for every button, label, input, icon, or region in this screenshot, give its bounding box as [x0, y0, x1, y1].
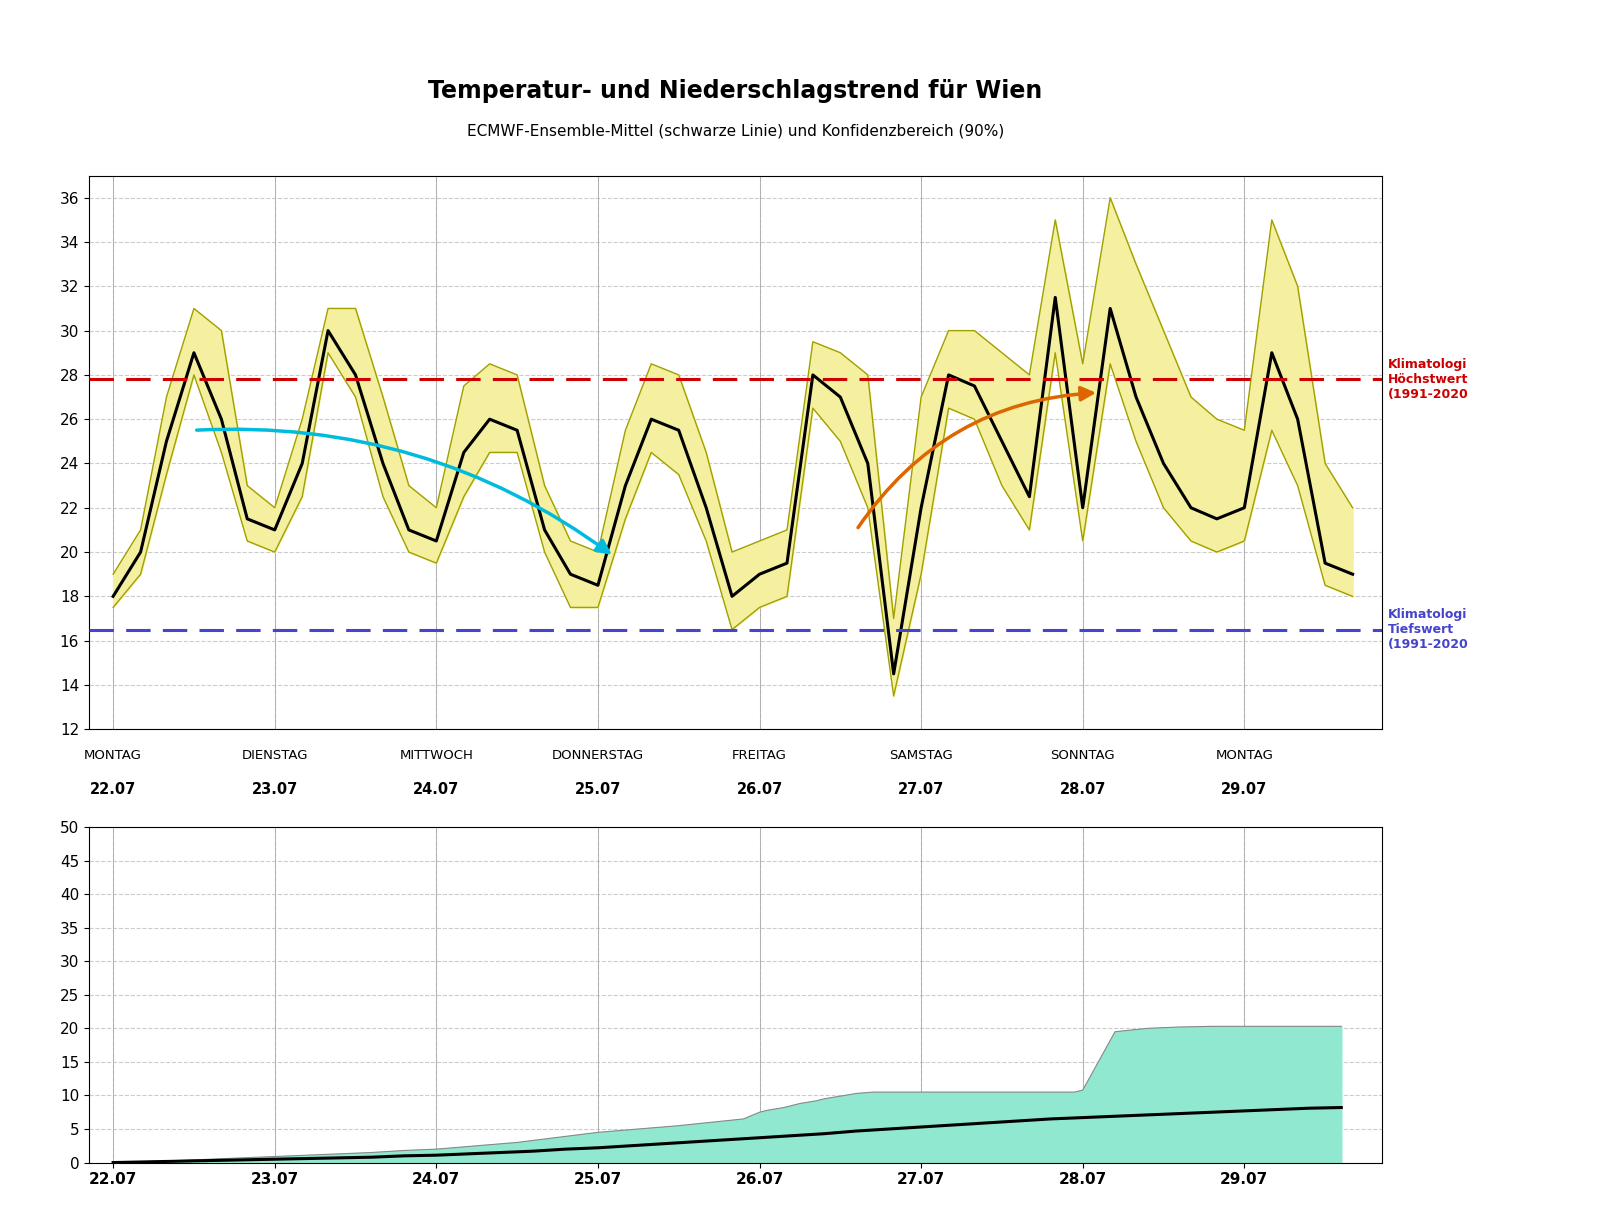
Text: 25.07: 25.07 — [575, 782, 621, 797]
Text: 26.07: 26.07 — [737, 782, 782, 797]
Text: 23.07: 23.07 — [252, 782, 297, 797]
Text: MITTWOCH: MITTWOCH — [399, 750, 473, 762]
Text: 28.07: 28.07 — [1060, 782, 1105, 797]
Text: 29.07: 29.07 — [1222, 782, 1267, 797]
Text: SONNTAG: SONNTAG — [1050, 750, 1115, 762]
Text: MONTAG: MONTAG — [84, 750, 142, 762]
Text: FREITAG: FREITAG — [732, 750, 787, 762]
Text: MONTAG: MONTAG — [1215, 750, 1273, 762]
Text: 24.07: 24.07 — [414, 782, 459, 797]
Text: ▲: ▲ — [1165, 90, 1188, 117]
Text: DONNERSTAG: DONNERSTAG — [551, 750, 645, 762]
Text: DIENSTAG: DIENSTAG — [241, 750, 309, 762]
Text: .AT: .AT — [1314, 75, 1340, 91]
Text: Klimatologi
Tiefswert
(1991-2020: Klimatologi Tiefswert (1991-2020 — [1388, 608, 1469, 652]
Text: Temperatur- und Niederschlagstrend für Wien: Temperatur- und Niederschlagstrend für W… — [428, 79, 1042, 103]
Text: ECMWF-Ensemble-Mittel (schwarze Linie) und Konfidenzbereich (90%): ECMWF-Ensemble-Mittel (schwarze Linie) u… — [467, 124, 1004, 138]
Text: ⚡: ⚡ — [1183, 91, 1194, 105]
Text: 22.07: 22.07 — [90, 782, 136, 797]
Text: Klimatologi
Höchstwert
(1991-2020: Klimatologi Höchstwert (1991-2020 — [1388, 357, 1469, 401]
Text: UWZ: UWZ — [1218, 86, 1314, 121]
Text: 27.07: 27.07 — [898, 782, 944, 797]
Text: SAMSTAG: SAMSTAG — [889, 750, 953, 762]
